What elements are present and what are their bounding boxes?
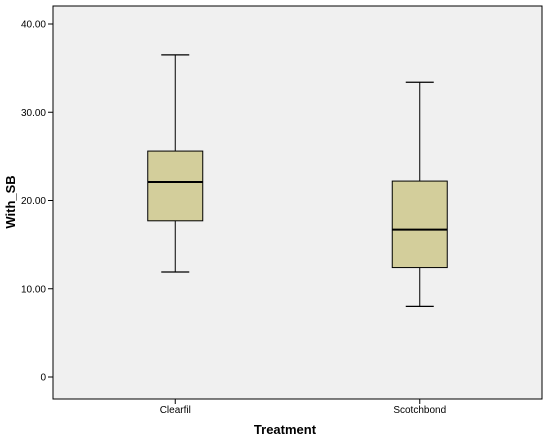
y-axis: 0 10.00 20.00 30.00 40.00: [21, 20, 53, 384]
y-tick-label: 30.00: [21, 108, 46, 119]
x-category-label: Clearfil: [160, 405, 191, 416]
x-axis-categories: Clearfil Scotchbond: [160, 399, 446, 416]
x-axis-title: Treatment: [254, 422, 317, 437]
box-clearfil: [147, 54, 204, 273]
x-category-label: Scotchbond: [393, 405, 446, 416]
y-tick-label: 40.00: [21, 20, 46, 31]
y-axis-title: With_SB: [3, 175, 18, 228]
iqr-box: [147, 150, 204, 222]
boxes-layer: [147, 54, 448, 308]
iqr-box: [391, 180, 448, 269]
box-scotchbond: [391, 81, 448, 308]
y-tick-label: 10.00: [21, 284, 46, 295]
y-tick-label: 0: [40, 373, 46, 384]
y-tick-label: 20.00: [21, 196, 46, 207]
plot-area: [52, 5, 543, 400]
